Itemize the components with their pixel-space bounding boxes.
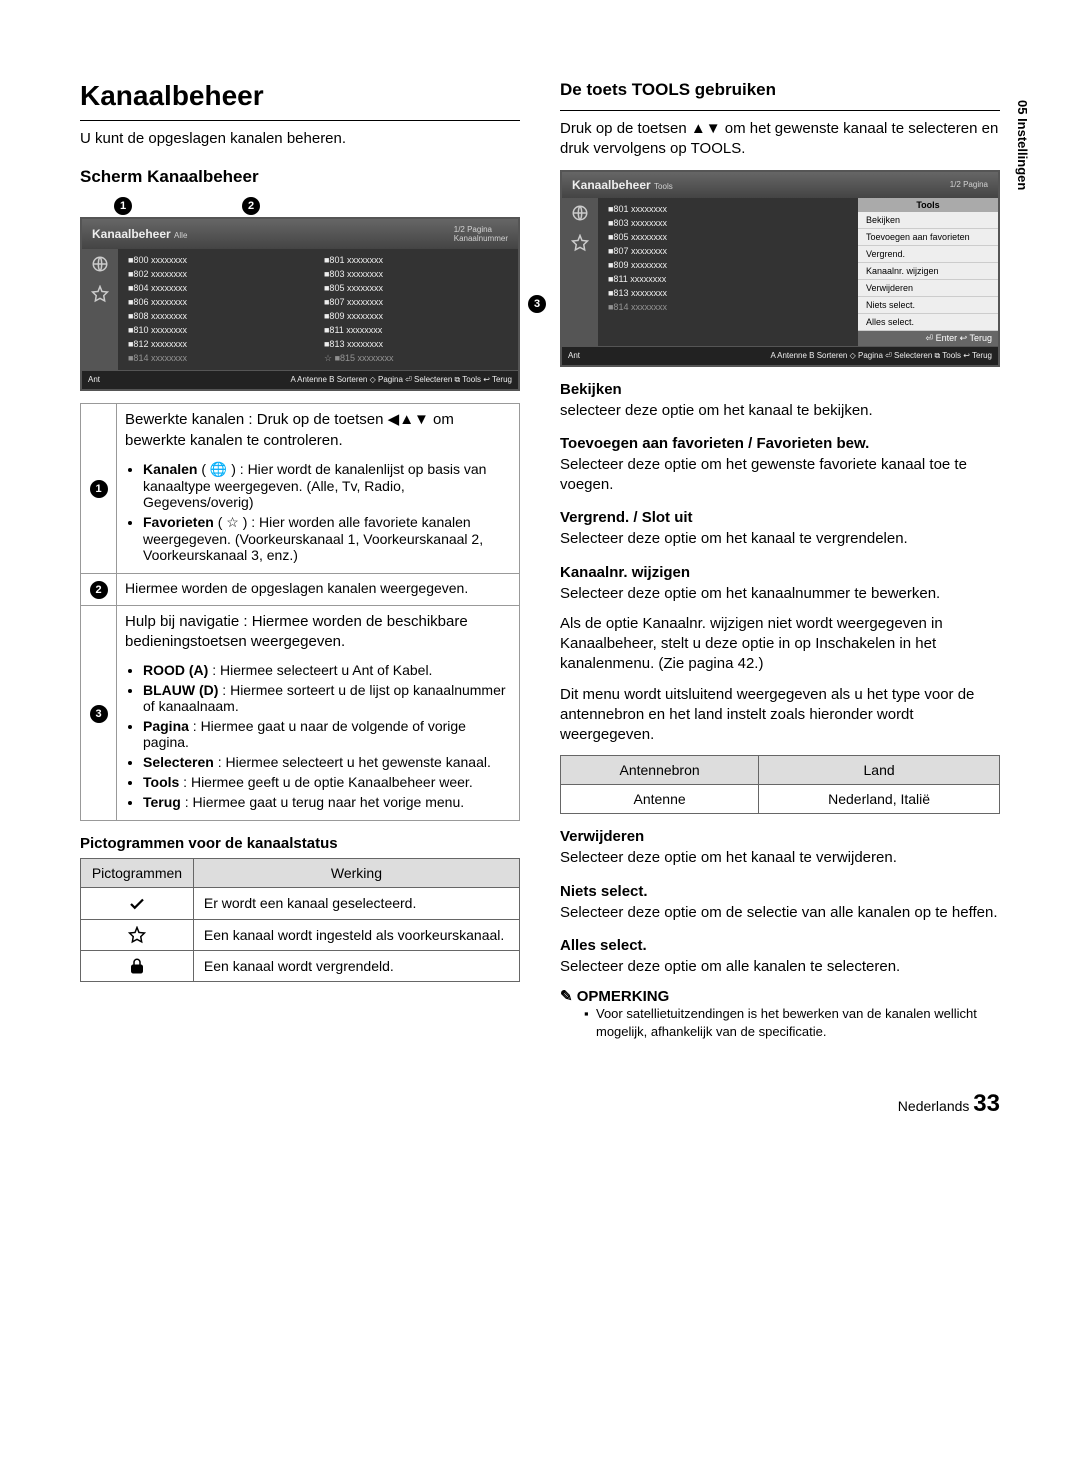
callout-3: 3 bbox=[528, 295, 546, 313]
star-icon bbox=[81, 919, 194, 950]
tv-screenshot-2: Kanaalbeheer Tools 1/2 Pagina ■801 xxxxx… bbox=[560, 170, 1000, 367]
section-tab: 05 Instellingen bbox=[1015, 100, 1030, 190]
land-table: Antennebron Land Antenne Nederland, Ital… bbox=[560, 755, 1000, 814]
sec-text: Selecteer deze optie om het kanaal te ve… bbox=[560, 848, 1000, 868]
callout-2: 2 bbox=[242, 197, 260, 215]
note-heading: OPMERKING bbox=[560, 987, 1000, 1005]
sec-heading: Verwijderen bbox=[560, 828, 1000, 845]
tools-menu: Tools Bekijken Toevoegen aan favorieten … bbox=[858, 198, 998, 346]
extra-text: Dit menu wordt uitsluitend weergegeven a… bbox=[560, 685, 1000, 746]
sec-heading: Vergrend. / Slot uit bbox=[560, 509, 1000, 526]
sec-heading: Toevoegen aan favorieten / Favorieten be… bbox=[560, 435, 1000, 452]
screen-heading: Scherm Kanaalbeheer bbox=[80, 167, 520, 187]
tools-intro: Druk op de toetsen ▲▼ om het gewenste ka… bbox=[560, 119, 1000, 160]
page-title: Kanaalbeheer bbox=[80, 80, 520, 112]
sec-text: Selecteer deze optie om het kanaalnummer… bbox=[560, 584, 1000, 604]
callout-1: 1 bbox=[114, 197, 132, 215]
sec-text: Selecteer deze optie om het gewenste fav… bbox=[560, 455, 1000, 496]
note-body: Voor satellietuitzendingen is het bewerk… bbox=[584, 1005, 1000, 1040]
legend-table: 1 Bewerkte kanalen : Druk op de toetsen … bbox=[80, 403, 520, 821]
sec-text: Selecteer deze optie om alle kanalen te … bbox=[560, 957, 1000, 977]
sec-heading: Niets select. bbox=[560, 883, 1000, 900]
sec-heading: Bekijken bbox=[560, 381, 1000, 398]
picto-table: Pictogrammen Werking Er wordt een kanaal… bbox=[80, 858, 520, 982]
intro-text: U kunt de opgeslagen kanalen beheren. bbox=[80, 129, 520, 149]
picto-heading: Pictogrammen voor de kanaalstatus bbox=[80, 835, 520, 852]
check-icon bbox=[81, 888, 194, 919]
lock-icon bbox=[81, 950, 194, 981]
sec-heading: Alles select. bbox=[560, 937, 1000, 954]
sec-heading: Kanaalnr. wijzigen bbox=[560, 564, 1000, 581]
left-column: Kanaalbeheer U kunt de opgeslagen kanale… bbox=[80, 80, 520, 1050]
tv-screenshot-1: Kanaalbeheer Alle 1/2 PaginaKanaalnummer… bbox=[80, 217, 520, 391]
tv-side-icons bbox=[82, 249, 118, 370]
page-footer: Nederlands 33 bbox=[80, 1090, 1000, 1118]
right-column: De toets TOOLS gebruiken Druk op de toet… bbox=[560, 80, 1000, 1050]
sec-text: Selecteer deze optie om het kanaal te ve… bbox=[560, 529, 1000, 549]
sec-text: Selecteer deze optie om de selectie van … bbox=[560, 903, 1000, 923]
extra-text: Als de optie Kanaalnr. wijzigen niet wor… bbox=[560, 614, 1000, 675]
tools-heading: De toets TOOLS gebruiken bbox=[560, 80, 1000, 100]
sec-text: selecteer deze optie om het kanaal te be… bbox=[560, 401, 1000, 421]
